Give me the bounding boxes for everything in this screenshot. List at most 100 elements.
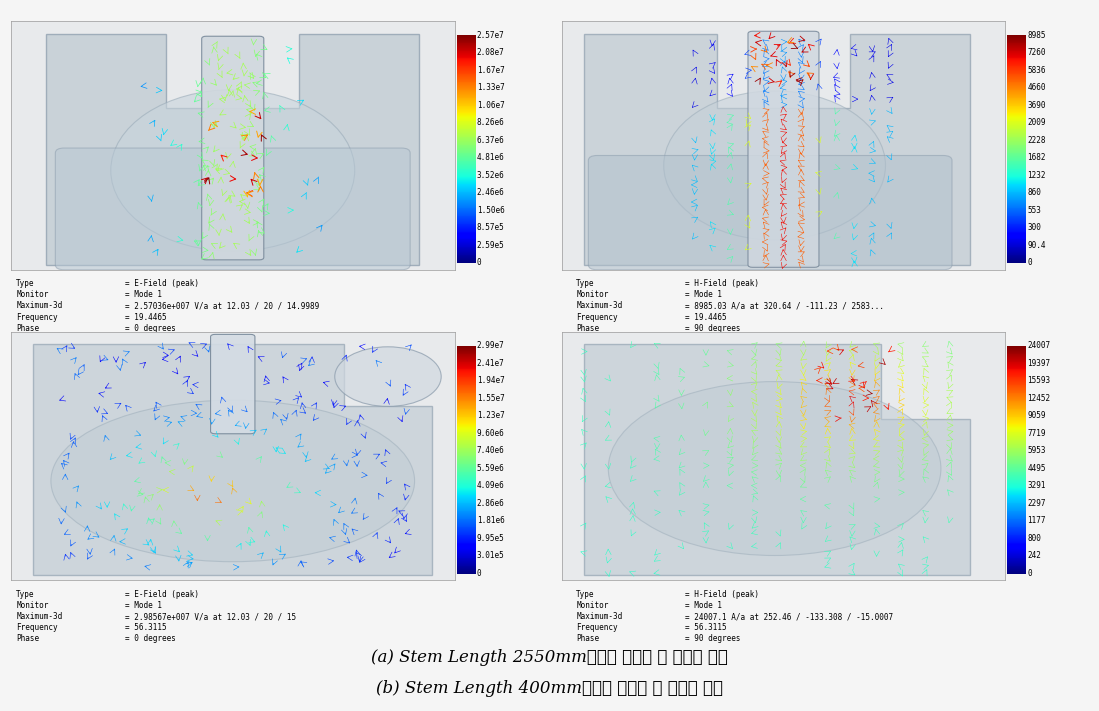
Text: = 19.4465: = 19.4465	[685, 313, 726, 321]
Text: 6.37e6: 6.37e6	[477, 136, 504, 145]
Text: Type: Type	[576, 589, 595, 599]
Text: = 2.98567e+007 V/a at 12.03 / 20 / 15: = 2.98567e+007 V/a at 12.03 / 20 / 15	[124, 612, 296, 621]
Text: = Mode 1: = Mode 1	[685, 601, 722, 610]
Text: 2.59e5: 2.59e5	[477, 241, 504, 250]
Text: Maximum-3d: Maximum-3d	[16, 612, 63, 621]
Text: 4660: 4660	[1028, 83, 1046, 92]
FancyBboxPatch shape	[588, 156, 952, 269]
Text: = Mode 1: = Mode 1	[685, 290, 722, 299]
Text: Phase: Phase	[16, 634, 40, 643]
Text: = 56.3115: = 56.3115	[685, 624, 726, 632]
Text: Maximum-3d: Maximum-3d	[576, 301, 622, 311]
FancyBboxPatch shape	[55, 148, 410, 269]
Text: = 8985.03 A/a at 320.64 / -111.23 / 2583...: = 8985.03 A/a at 320.64 / -111.23 / 2583…	[685, 301, 884, 311]
Text: 90.4: 90.4	[1028, 241, 1046, 250]
Text: = Mode 1: = Mode 1	[124, 290, 162, 299]
FancyBboxPatch shape	[211, 334, 255, 434]
Circle shape	[335, 347, 441, 407]
Text: 2009: 2009	[1028, 118, 1046, 127]
Text: 1177: 1177	[1028, 516, 1046, 525]
Text: Phase: Phase	[576, 634, 599, 643]
Ellipse shape	[664, 91, 886, 240]
Text: 3.01e5: 3.01e5	[477, 552, 504, 560]
Text: 1.23e7: 1.23e7	[477, 411, 504, 420]
Text: Monitor: Monitor	[576, 601, 609, 610]
Text: 5.59e6: 5.59e6	[477, 464, 504, 473]
Text: 2228: 2228	[1028, 136, 1046, 145]
Text: 9059: 9059	[1028, 411, 1046, 420]
Text: 8.57e5: 8.57e5	[477, 223, 504, 232]
Text: = 0 degrees: = 0 degrees	[124, 324, 176, 333]
Text: = 0 degrees: = 0 degrees	[124, 634, 176, 643]
Text: Type: Type	[576, 279, 595, 288]
Text: 9.60e6: 9.60e6	[477, 429, 504, 438]
Text: 0: 0	[477, 258, 481, 267]
Text: 24007: 24007	[1028, 341, 1051, 350]
Text: 1.67e7: 1.67e7	[477, 65, 504, 75]
Text: 4495: 4495	[1028, 464, 1046, 473]
Text: (b) Stem Length 400mm에서의 전기장 및 자기장 분포: (b) Stem Length 400mm에서의 전기장 및 자기장 분포	[376, 680, 723, 697]
Text: 1682: 1682	[1028, 154, 1046, 162]
Text: 4.81e6: 4.81e6	[477, 154, 504, 162]
Text: = 90 degrees: = 90 degrees	[685, 634, 741, 643]
Polygon shape	[584, 33, 969, 264]
Text: 860: 860	[1028, 188, 1042, 198]
Text: = H-Field (peak): = H-Field (peak)	[685, 279, 758, 288]
Text: 3690: 3690	[1028, 101, 1046, 109]
FancyBboxPatch shape	[202, 36, 264, 260]
Text: (a) Stem Length 2550mm에서의 전기장 및 자기장 분포: (a) Stem Length 2550mm에서의 전기장 및 자기장 분포	[371, 649, 728, 666]
Text: 3.52e6: 3.52e6	[477, 171, 504, 180]
Text: 553: 553	[1028, 206, 1042, 215]
Text: Maximum-3d: Maximum-3d	[16, 301, 63, 311]
Text: 2.86e6: 2.86e6	[477, 499, 504, 508]
Text: 2.99e7: 2.99e7	[477, 341, 504, 350]
Text: = 24007.1 A/a at 252.46 / -133.308 / -15.0007: = 24007.1 A/a at 252.46 / -133.308 / -15…	[685, 612, 892, 621]
Text: 1232: 1232	[1028, 171, 1046, 180]
Ellipse shape	[608, 382, 941, 555]
Text: 800: 800	[1028, 534, 1042, 543]
Text: Frequency: Frequency	[16, 624, 58, 632]
Text: 7260: 7260	[1028, 48, 1046, 57]
Text: 0: 0	[1028, 258, 1032, 267]
Text: Type: Type	[16, 589, 35, 599]
Text: 1.06e7: 1.06e7	[477, 101, 504, 109]
Text: = E-Field (peak): = E-Field (peak)	[124, 279, 199, 288]
Text: = 19.4465: = 19.4465	[124, 313, 166, 321]
Text: Phase: Phase	[16, 324, 40, 333]
Ellipse shape	[51, 400, 414, 562]
Text: 0: 0	[477, 569, 481, 578]
Text: 12452: 12452	[1028, 394, 1051, 402]
Text: Monitor: Monitor	[576, 290, 609, 299]
Text: 2.57e7: 2.57e7	[477, 31, 504, 40]
Text: 5953: 5953	[1028, 447, 1046, 455]
Text: 1.50e6: 1.50e6	[477, 206, 504, 215]
Text: 15593: 15593	[1028, 376, 1051, 385]
Polygon shape	[46, 33, 419, 264]
Text: 2.41e7: 2.41e7	[477, 358, 504, 368]
Text: 2.08e7: 2.08e7	[477, 48, 504, 57]
Text: 3291: 3291	[1028, 481, 1046, 491]
Text: 242: 242	[1028, 552, 1042, 560]
Text: Phase: Phase	[576, 324, 599, 333]
Polygon shape	[33, 344, 432, 575]
Text: Monitor: Monitor	[16, 290, 48, 299]
Text: 2.46e6: 2.46e6	[477, 188, 504, 198]
Text: 8985: 8985	[1028, 31, 1046, 40]
Text: Frequency: Frequency	[576, 313, 618, 321]
Text: Monitor: Monitor	[16, 601, 48, 610]
Text: 2297: 2297	[1028, 499, 1046, 508]
Text: 4.09e6: 4.09e6	[477, 481, 504, 491]
Text: Maximum-3d: Maximum-3d	[576, 612, 622, 621]
Text: 300: 300	[1028, 223, 1042, 232]
Text: Frequency: Frequency	[16, 313, 58, 321]
Text: = Mode 1: = Mode 1	[124, 601, 162, 610]
Text: = 2.57036e+007 V/a at 12.03 / 20 / 14.9989: = 2.57036e+007 V/a at 12.03 / 20 / 14.99…	[124, 301, 319, 311]
Text: Frequency: Frequency	[576, 624, 618, 632]
Text: 8.26e6: 8.26e6	[477, 118, 504, 127]
Text: 1.81e6: 1.81e6	[477, 516, 504, 525]
Text: 7.40e6: 7.40e6	[477, 447, 504, 455]
Polygon shape	[584, 344, 969, 575]
Text: 1.94e7: 1.94e7	[477, 376, 504, 385]
Ellipse shape	[111, 90, 355, 251]
Text: Type: Type	[16, 279, 35, 288]
